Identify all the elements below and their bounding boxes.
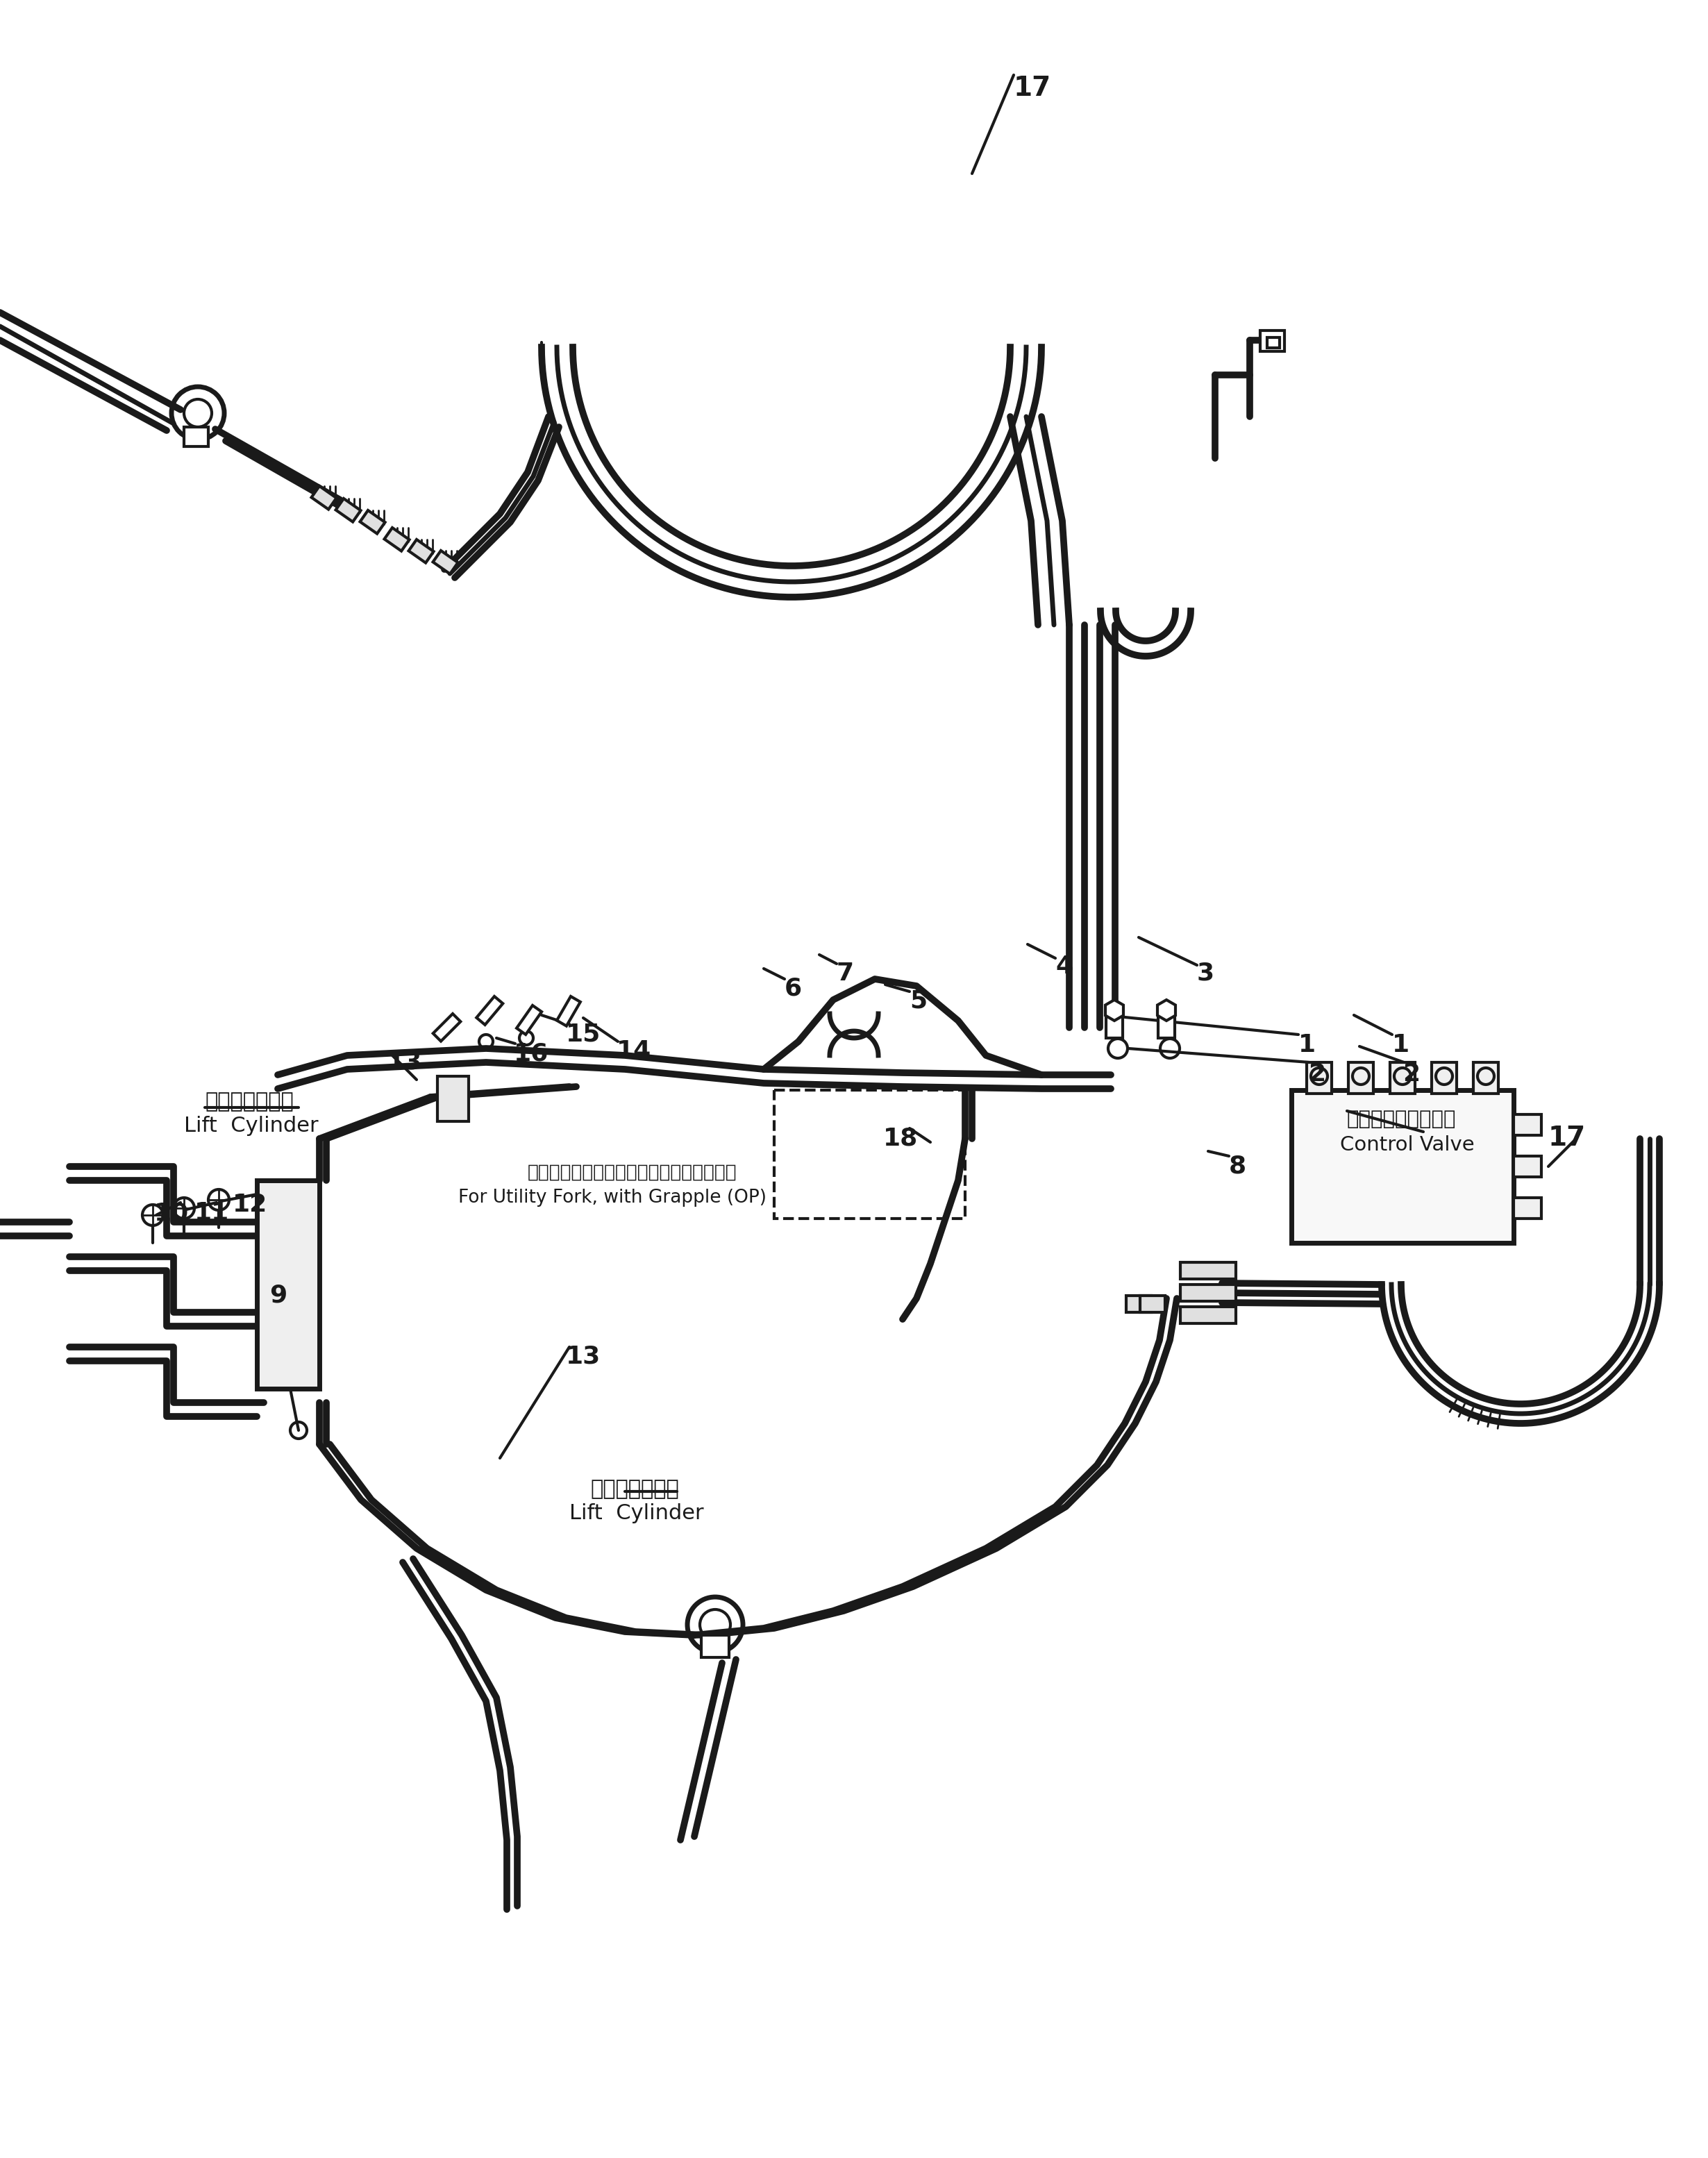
- Text: 1: 1: [1298, 1034, 1315, 1057]
- Text: 17: 17: [1013, 76, 1052, 101]
- Text: 9: 9: [270, 1284, 287, 1308]
- Bar: [1180, 1284, 1237, 1301]
- Bar: [1180, 1262, 1237, 1280]
- Text: 12: 12: [232, 1193, 268, 1217]
- Text: Control Valve: Control Valve: [1341, 1135, 1474, 1155]
- Text: Lift  Cylinder: Lift Cylinder: [184, 1116, 318, 1135]
- Bar: [1267, 337, 1279, 347]
- Bar: [408, 540, 434, 563]
- Bar: [1180, 1308, 1237, 1323]
- Text: 3: 3: [1197, 962, 1214, 986]
- Text: Lift  Cylinder: Lift Cylinder: [569, 1504, 704, 1524]
- Bar: [184, 427, 208, 447]
- Text: For Utility Fork, with Grapple (OP): For Utility Fork, with Grapple (OP): [458, 1189, 767, 1206]
- Bar: [1158, 1014, 1175, 1038]
- Text: リフトシリンダ: リフトシリンダ: [205, 1092, 294, 1111]
- Bar: [1513, 1114, 1541, 1135]
- Bar: [437, 1077, 468, 1122]
- Text: ユーティリティフォーク、グラップル付用: ユーティリティフォーク、グラップル付用: [528, 1163, 738, 1183]
- Text: 2: 2: [1402, 1062, 1419, 1085]
- Bar: [1474, 1062, 1498, 1094]
- Bar: [1390, 1062, 1414, 1094]
- Bar: [1431, 1062, 1457, 1094]
- Bar: [1139, 1295, 1165, 1312]
- Text: 18: 18: [883, 1126, 919, 1150]
- Bar: [384, 529, 410, 550]
- Text: 11: 11: [195, 1202, 229, 1226]
- Bar: [516, 1006, 541, 1034]
- Text: コントロールバルブ: コントロールバルブ: [1348, 1109, 1457, 1129]
- Text: 13: 13: [565, 1344, 601, 1368]
- Text: 14: 14: [617, 1040, 651, 1064]
- Bar: [336, 498, 360, 522]
- Text: 13: 13: [388, 1049, 422, 1073]
- Bar: [434, 1014, 461, 1040]
- Text: 8: 8: [1230, 1155, 1247, 1178]
- Bar: [774, 1090, 965, 1219]
- Bar: [1513, 1198, 1541, 1219]
- Bar: [702, 1636, 729, 1657]
- Text: 2: 2: [1308, 1062, 1325, 1085]
- Bar: [557, 997, 581, 1025]
- Text: 1: 1: [1392, 1034, 1409, 1057]
- Bar: [360, 509, 384, 533]
- Bar: [1513, 1157, 1541, 1176]
- Text: 4: 4: [1056, 954, 1073, 978]
- Text: 6: 6: [784, 978, 803, 1001]
- Text: リフトシリンダ: リフトシリンダ: [591, 1478, 678, 1500]
- Bar: [1107, 1014, 1122, 1038]
- Bar: [477, 997, 502, 1025]
- Text: 15: 15: [565, 1023, 601, 1047]
- Text: 17: 17: [1549, 1124, 1587, 1150]
- Text: 7: 7: [837, 962, 854, 986]
- Bar: [1126, 1295, 1151, 1312]
- Bar: [1261, 330, 1284, 352]
- Bar: [1291, 1090, 1513, 1243]
- Text: 5: 5: [910, 988, 927, 1012]
- Bar: [432, 550, 458, 574]
- Bar: [256, 1180, 319, 1390]
- Text: 16: 16: [514, 1042, 548, 1066]
- Bar: [1307, 1062, 1332, 1094]
- Text: 10: 10: [154, 1202, 190, 1226]
- Bar: [1348, 1062, 1373, 1094]
- Bar: [311, 486, 336, 509]
